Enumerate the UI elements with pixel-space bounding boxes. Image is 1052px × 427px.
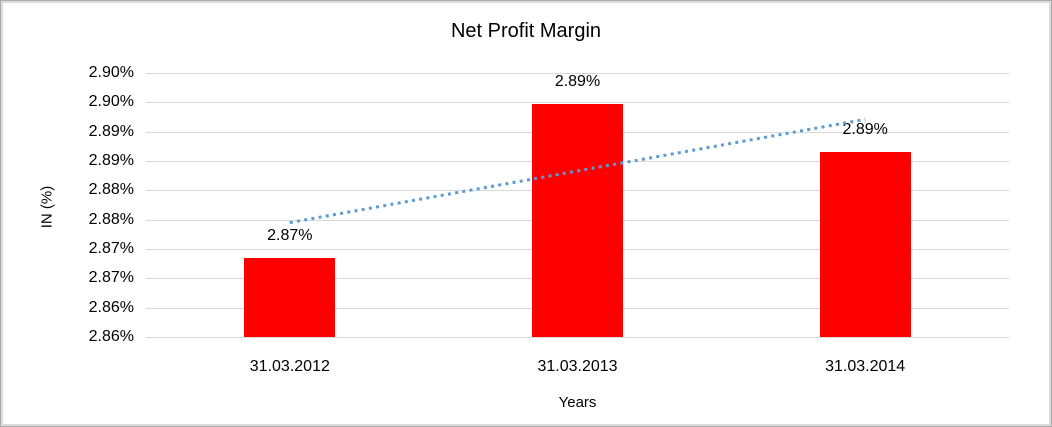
y-tick-label: 2.89% xyxy=(88,152,134,169)
y-tick-label: 2.87% xyxy=(88,240,134,257)
y-tick-label: 2.90% xyxy=(88,64,134,81)
x-category-label: 31.03.2013 xyxy=(537,358,618,375)
x-category-label: 31.03.2014 xyxy=(825,358,906,375)
bar-data-label: 2.87% xyxy=(267,227,313,245)
bar-31.03.2013 xyxy=(532,103,623,337)
chart-title: Net Profit Margin xyxy=(450,20,602,42)
y-tick-label: 2.88% xyxy=(88,181,134,199)
gridline xyxy=(146,102,1009,104)
y-tick-label: 2.88% xyxy=(88,210,134,228)
gridline xyxy=(146,73,1009,74)
gridline xyxy=(146,337,1009,338)
y-tick-label: 2.89% xyxy=(88,122,134,140)
x-category-label: 31.03.2012 xyxy=(249,358,330,375)
y-tick-label: 2.90% xyxy=(88,93,134,111)
bar-31.03.2014 xyxy=(819,151,911,337)
bar-data-label: 2.89% xyxy=(554,72,601,90)
x-axis-title: Years xyxy=(558,394,597,411)
y-tick-label: 2.86% xyxy=(88,298,134,316)
y-tick-label: 2.87% xyxy=(88,269,134,287)
bar-data-label: 2.89% xyxy=(842,120,888,138)
bar-31.03.2012 xyxy=(244,258,336,337)
y-tick-label: 2.86% xyxy=(88,328,134,345)
